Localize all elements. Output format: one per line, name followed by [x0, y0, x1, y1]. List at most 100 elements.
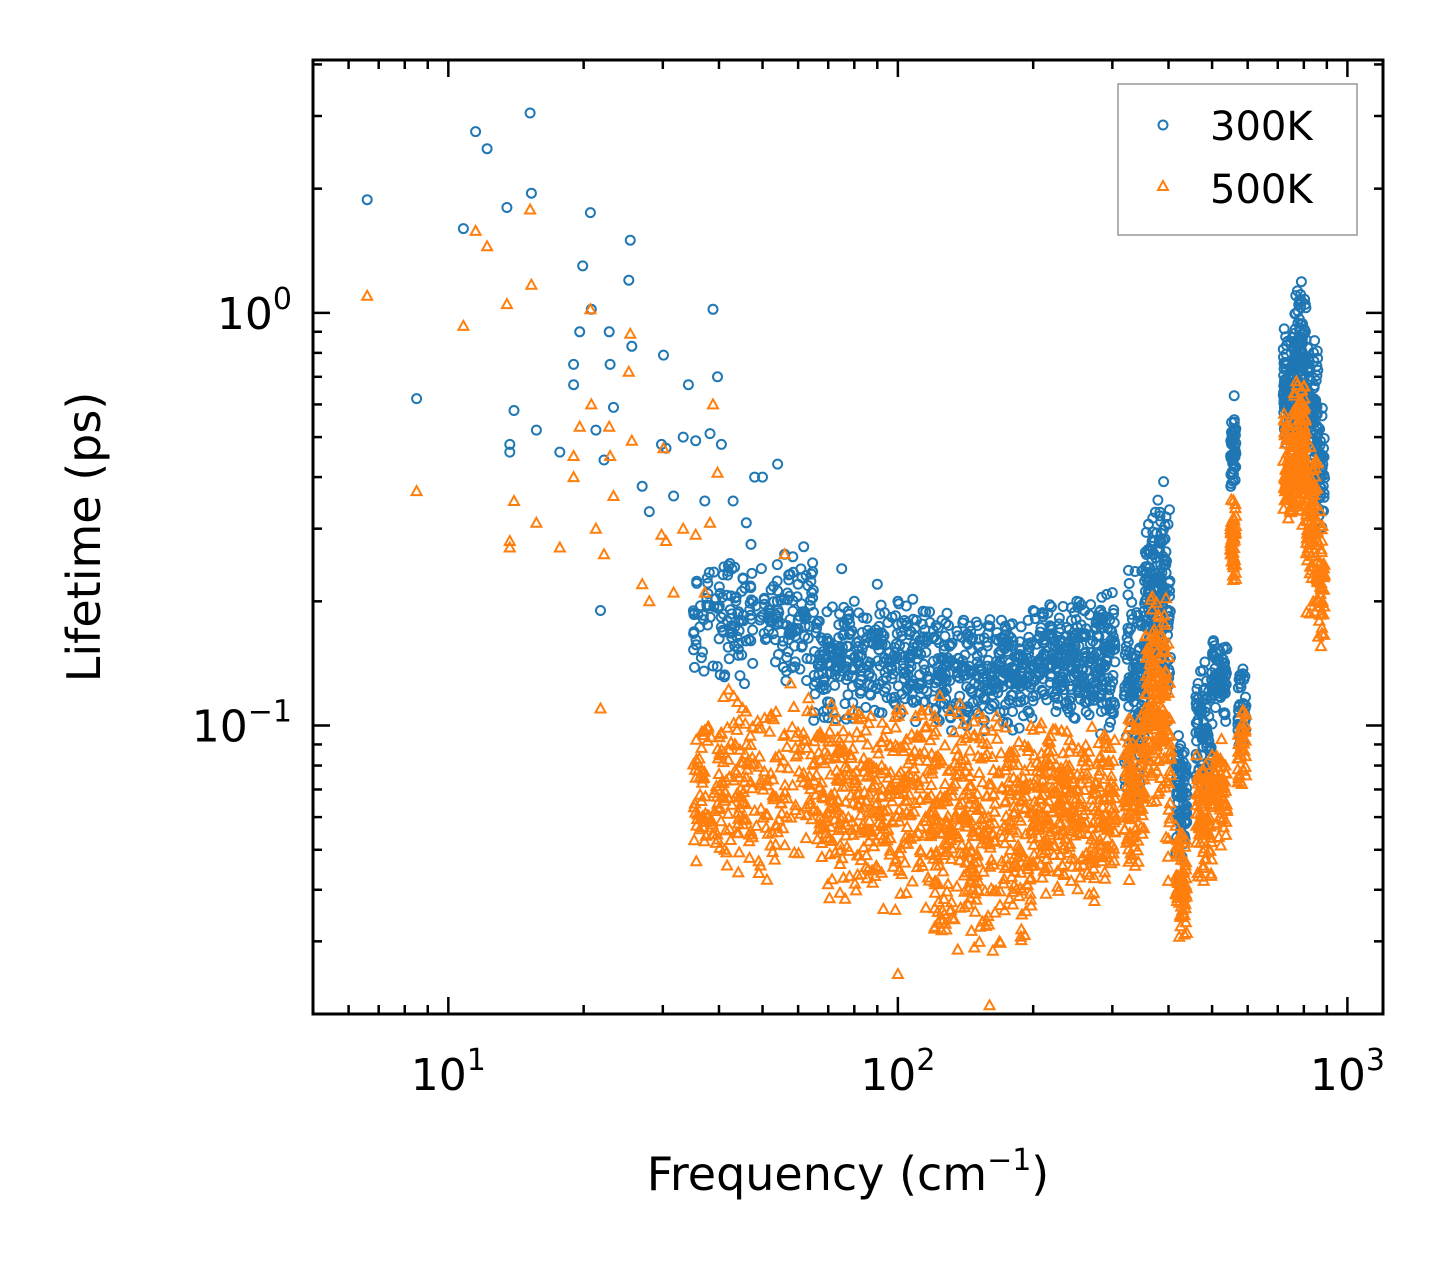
data-point-500k	[1163, 675, 1177, 688]
data-point-500k	[1291, 404, 1305, 417]
data-point-500k	[1021, 740, 1035, 753]
data-point-500k	[846, 796, 860, 809]
data-point-500k	[825, 734, 839, 747]
data-point-500k	[742, 850, 757, 863]
data-point-500k	[859, 793, 874, 806]
data-point-500k	[503, 540, 517, 553]
data-point-500k	[1125, 848, 1139, 861]
data-point-300k	[504, 446, 516, 458]
data-point-500k	[1278, 436, 1292, 449]
data-point-500k	[1196, 858, 1211, 871]
data-point-500k	[1162, 815, 1177, 828]
data-point-500k	[712, 766, 726, 779]
data-point-300k	[1023, 631, 1035, 643]
data-point-500k	[1287, 474, 1301, 487]
data-point-300k	[798, 541, 810, 553]
data-point-300k	[798, 608, 810, 620]
data-point-500k	[480, 239, 494, 252]
data-point-300k	[1207, 686, 1219, 697]
data-point-500k	[984, 881, 998, 894]
data-point-300k	[702, 588, 714, 600]
data-point-300k	[698, 614, 710, 626]
data-point-500k	[1163, 749, 1178, 762]
data-point-300k	[919, 664, 931, 676]
data-point-500k	[967, 714, 981, 727]
data-point-500k	[880, 802, 895, 815]
data-point-300k	[1210, 702, 1221, 713]
data-point-300k	[1052, 699, 1064, 711]
data-point-500k	[989, 709, 1004, 722]
data-point-500k	[1058, 772, 1072, 785]
data-point-300k	[1140, 572, 1152, 584]
data-point-300k	[875, 633, 887, 645]
data-point-500k	[728, 763, 742, 776]
data-point-500k	[920, 790, 934, 803]
data-point-300k	[713, 633, 725, 645]
data-point-300k	[623, 274, 635, 286]
data-point-500k	[977, 825, 992, 838]
data-point-500k	[1304, 563, 1319, 576]
data-point-500k	[838, 891, 852, 904]
data-point-300k	[1007, 724, 1019, 736]
data-point-500k	[1295, 496, 1310, 509]
data-point-500k	[970, 848, 984, 861]
data-point-300k	[1126, 596, 1138, 608]
data-point-500k	[1004, 786, 1018, 799]
data-point-300k	[749, 471, 761, 483]
data-point-500k	[1015, 783, 1029, 796]
data-point-500k	[861, 768, 875, 781]
data-point-500k	[911, 774, 926, 787]
data-point-500k	[1224, 532, 1239, 545]
data-point-500k	[1226, 572, 1240, 585]
data-point-500k	[1158, 617, 1172, 630]
data-point-300k	[952, 630, 964, 642]
data-point-300k	[1164, 504, 1175, 516]
data-point-500k	[938, 738, 952, 751]
data-point-500k	[1238, 723, 1253, 736]
data-point-500k	[697, 834, 712, 847]
data-point-300k	[871, 578, 883, 590]
data-point-300k	[1278, 358, 1290, 370]
data-point-500k	[1209, 759, 1224, 772]
data-point-300k	[873, 620, 885, 632]
data-point-500k	[1039, 886, 1053, 899]
data-point-300k	[737, 573, 749, 585]
data-point-500k	[745, 781, 759, 794]
data-point-500k	[566, 470, 581, 483]
data-point-500k	[1122, 872, 1136, 885]
data-point-300k	[745, 609, 757, 621]
data-point-500k	[507, 493, 521, 506]
data-point-300k	[1103, 721, 1115, 733]
data-point-500k	[1299, 503, 1314, 516]
data-point-500k	[1126, 794, 1141, 807]
data-point-500k	[999, 793, 1013, 806]
data-point-500k	[1100, 822, 1114, 835]
data-point-500k	[1169, 874, 1184, 887]
data-point-300k	[643, 506, 655, 518]
data-point-500k	[944, 895, 959, 908]
data-point-500k	[1056, 808, 1071, 821]
data-point-300k	[1278, 402, 1290, 414]
data-point-300k	[530, 424, 542, 436]
data-point-300k	[1217, 663, 1229, 675]
data-point-500k	[1145, 794, 1159, 807]
data-point-500k	[1229, 571, 1243, 584]
data-point-500k	[824, 697, 839, 710]
data-point-500k	[862, 716, 876, 729]
data-point-300k	[882, 662, 894, 674]
data-point-500k	[983, 859, 997, 872]
data-point-500k	[785, 778, 800, 791]
data-point-500k	[719, 823, 733, 836]
legend-marker-300k	[1157, 119, 1169, 131]
data-point-500k	[978, 749, 992, 762]
data-point-500k	[839, 828, 853, 841]
data-point-500k	[810, 832, 825, 845]
data-point-300k	[1109, 643, 1121, 655]
data-point-500k	[710, 465, 725, 478]
data-point-500k	[1288, 388, 1302, 401]
data-point-300k	[1101, 588, 1113, 600]
data-point-300k	[800, 569, 812, 581]
data-point-500k	[1292, 468, 1306, 481]
data-point-500k	[1317, 557, 1332, 570]
